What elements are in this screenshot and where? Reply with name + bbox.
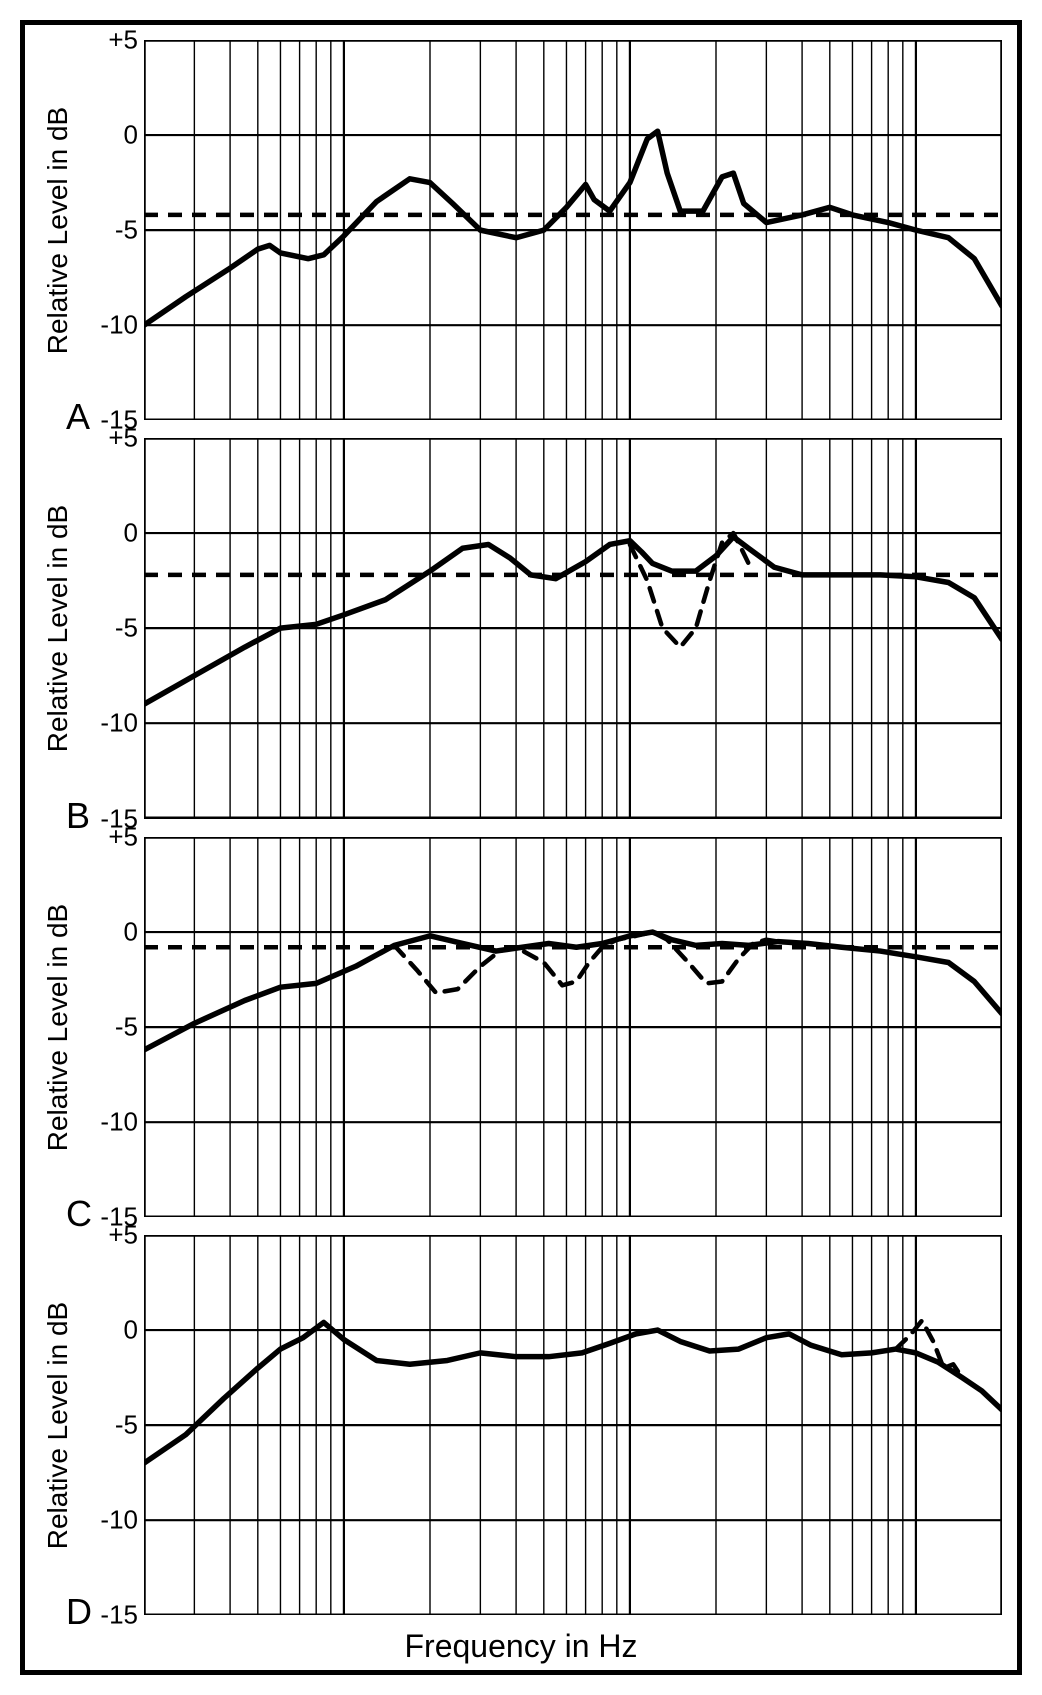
y-tick-label: +5 bbox=[108, 821, 138, 852]
series-solid bbox=[144, 537, 1002, 704]
y-axis-label: Relative Level in dB bbox=[40, 40, 74, 420]
plot-svg bbox=[144, 40, 1002, 420]
series-solid bbox=[144, 1322, 1002, 1463]
plot-area bbox=[144, 1235, 1002, 1615]
y-tick-label: 0 bbox=[124, 518, 138, 549]
y-axis-label: Relative Level in dB bbox=[40, 837, 74, 1217]
series-solid bbox=[144, 932, 1002, 1050]
panel-A: Relative Level in dBA+50-5-10-15 bbox=[40, 40, 1002, 420]
plot-area bbox=[144, 40, 1002, 420]
plot-svg bbox=[144, 1235, 1002, 1615]
plot-svg bbox=[144, 837, 1002, 1217]
figure-container: Relative Level in dBA+50-5-10-15Relative… bbox=[0, 0, 1042, 1695]
y-tick-column: +50-5-10-15 bbox=[74, 1235, 144, 1615]
panel-D: Relative Level in dBD+50-5-10-15 bbox=[40, 1235, 1002, 1615]
y-tick-label: 0 bbox=[124, 120, 138, 151]
y-tick-label: +5 bbox=[108, 1219, 138, 1250]
plot-area bbox=[144, 837, 1002, 1217]
panel-stack: Relative Level in dBA+50-5-10-15Relative… bbox=[40, 40, 1002, 1615]
plot-area bbox=[144, 438, 1002, 818]
y-tick-label: -10 bbox=[100, 310, 138, 341]
y-tick-label: +5 bbox=[108, 25, 138, 56]
y-tick-column: +50-5-10-15 bbox=[74, 837, 144, 1217]
y-tick-label: -10 bbox=[100, 1106, 138, 1137]
y-tick-label: -5 bbox=[115, 1011, 138, 1042]
y-tick-label: -5 bbox=[115, 1409, 138, 1440]
y-tick-label: -10 bbox=[100, 1504, 138, 1535]
x-axis-label: Frequency in Hz bbox=[0, 1628, 1042, 1665]
plot-svg bbox=[144, 438, 1002, 818]
y-tick-label: -15 bbox=[100, 1600, 138, 1631]
y-tick-label: -10 bbox=[100, 708, 138, 739]
panel-C: Relative Level in dBC+50-5-10-15 bbox=[40, 837, 1002, 1217]
series-dashed bbox=[630, 533, 749, 647]
y-tick-label: -5 bbox=[115, 613, 138, 644]
y-axis-label: Relative Level in dB bbox=[40, 1235, 74, 1615]
x-axis-label-text: Frequency in Hz bbox=[405, 1628, 638, 1664]
series-solid bbox=[144, 131, 1002, 325]
y-tick-label: -5 bbox=[115, 215, 138, 246]
y-tick-label: 0 bbox=[124, 916, 138, 947]
y-axis-label: Relative Level in dB bbox=[40, 438, 74, 818]
y-tick-column: +50-5-10-15 bbox=[74, 40, 144, 420]
y-tick-label: 0 bbox=[124, 1314, 138, 1345]
y-tick-column: +50-5-10-15 bbox=[74, 438, 144, 818]
y-tick-label: +5 bbox=[108, 423, 138, 454]
panel-B: Relative Level in dBB+50-5-10-15 bbox=[40, 438, 1002, 818]
